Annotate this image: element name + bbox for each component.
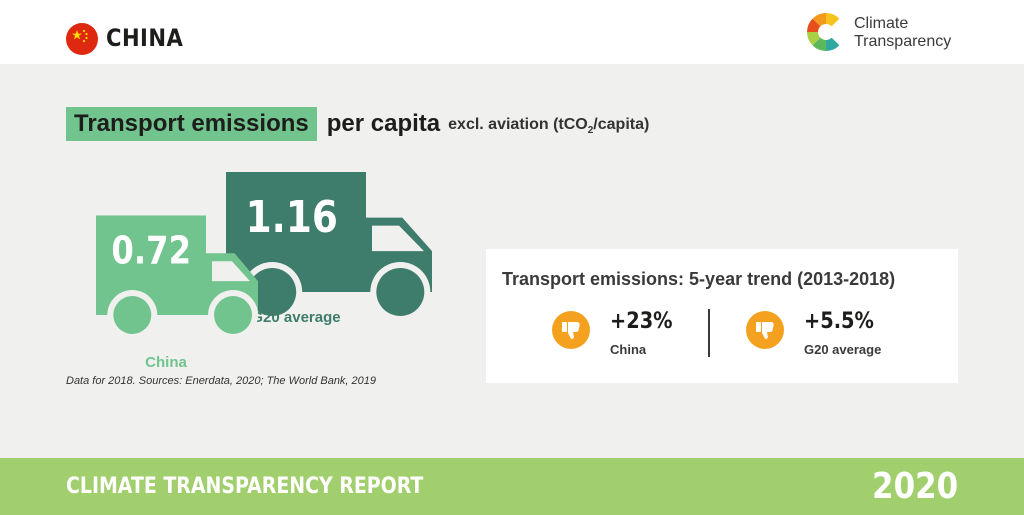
truck-window [372, 225, 424, 252]
logo-text-line1: Climate [854, 15, 909, 32]
chart-title: Transport emissions per capita excl. avi… [66, 107, 649, 141]
footer-report-title: CLIMATE TRANSPARENCY REPORT [66, 474, 424, 499]
value-label-g20: 1.16 [246, 191, 338, 243]
logo-text: Climate Transparency [854, 15, 951, 51]
title-sub-suffix: /capita) [593, 115, 650, 133]
trend-title: Transport emissions: 5-year trend (2013-… [502, 269, 896, 289]
title-sub-prefix: excl. aviation (tCO [448, 115, 588, 133]
thumbs-down-icon [746, 311, 784, 349]
truck-wheel [214, 296, 253, 334]
category-label-china: China [145, 354, 187, 371]
trend-label-china: China [610, 342, 647, 357]
truck-china: 0.72 China [96, 215, 259, 371]
title-subtitle: excl. aviation (tCO2/capita) [448, 116, 649, 136]
thumbs-down-icon [552, 311, 590, 349]
trend-value-g20: +5.5% [804, 309, 874, 334]
trend-value-china: +23% [610, 309, 673, 334]
title-highlight: Transport emissions [66, 107, 317, 141]
climate-transparency-logo-icon [807, 13, 846, 51]
title-sub-subscript: 2 [587, 125, 594, 137]
trend-label-g20: G20 average [804, 342, 882, 357]
truck-wheel [113, 296, 152, 334]
truck-g20: 1.16 G20 average [226, 172, 432, 326]
trend-divider [708, 309, 710, 357]
source-note: Data for 2018. Sources: Enerdata, 2020; … [66, 375, 377, 387]
logo-text-line2: Transparency [854, 33, 952, 50]
top-bar: CHINA Climate Transparency [0, 0, 1024, 64]
trend-card: Transport emissions: 5-year trend (2013-… [486, 249, 958, 383]
title-main: per capita [326, 110, 441, 137]
value-label-china: 0.72 [111, 229, 191, 273]
truck-window [212, 261, 250, 282]
truck-wheel [248, 268, 297, 316]
china-flag-icon [66, 23, 98, 55]
truck-wheel [376, 268, 425, 316]
footer: CLIMATE TRANSPARENCY REPORT 2020 [0, 458, 1024, 515]
country-name: CHINA [106, 24, 184, 52]
footer-year: 2020 [871, 466, 958, 507]
truck-chart: 1.16 G20 average 0.72 China [96, 172, 432, 371]
category-label-g20: G20 average [251, 309, 340, 326]
